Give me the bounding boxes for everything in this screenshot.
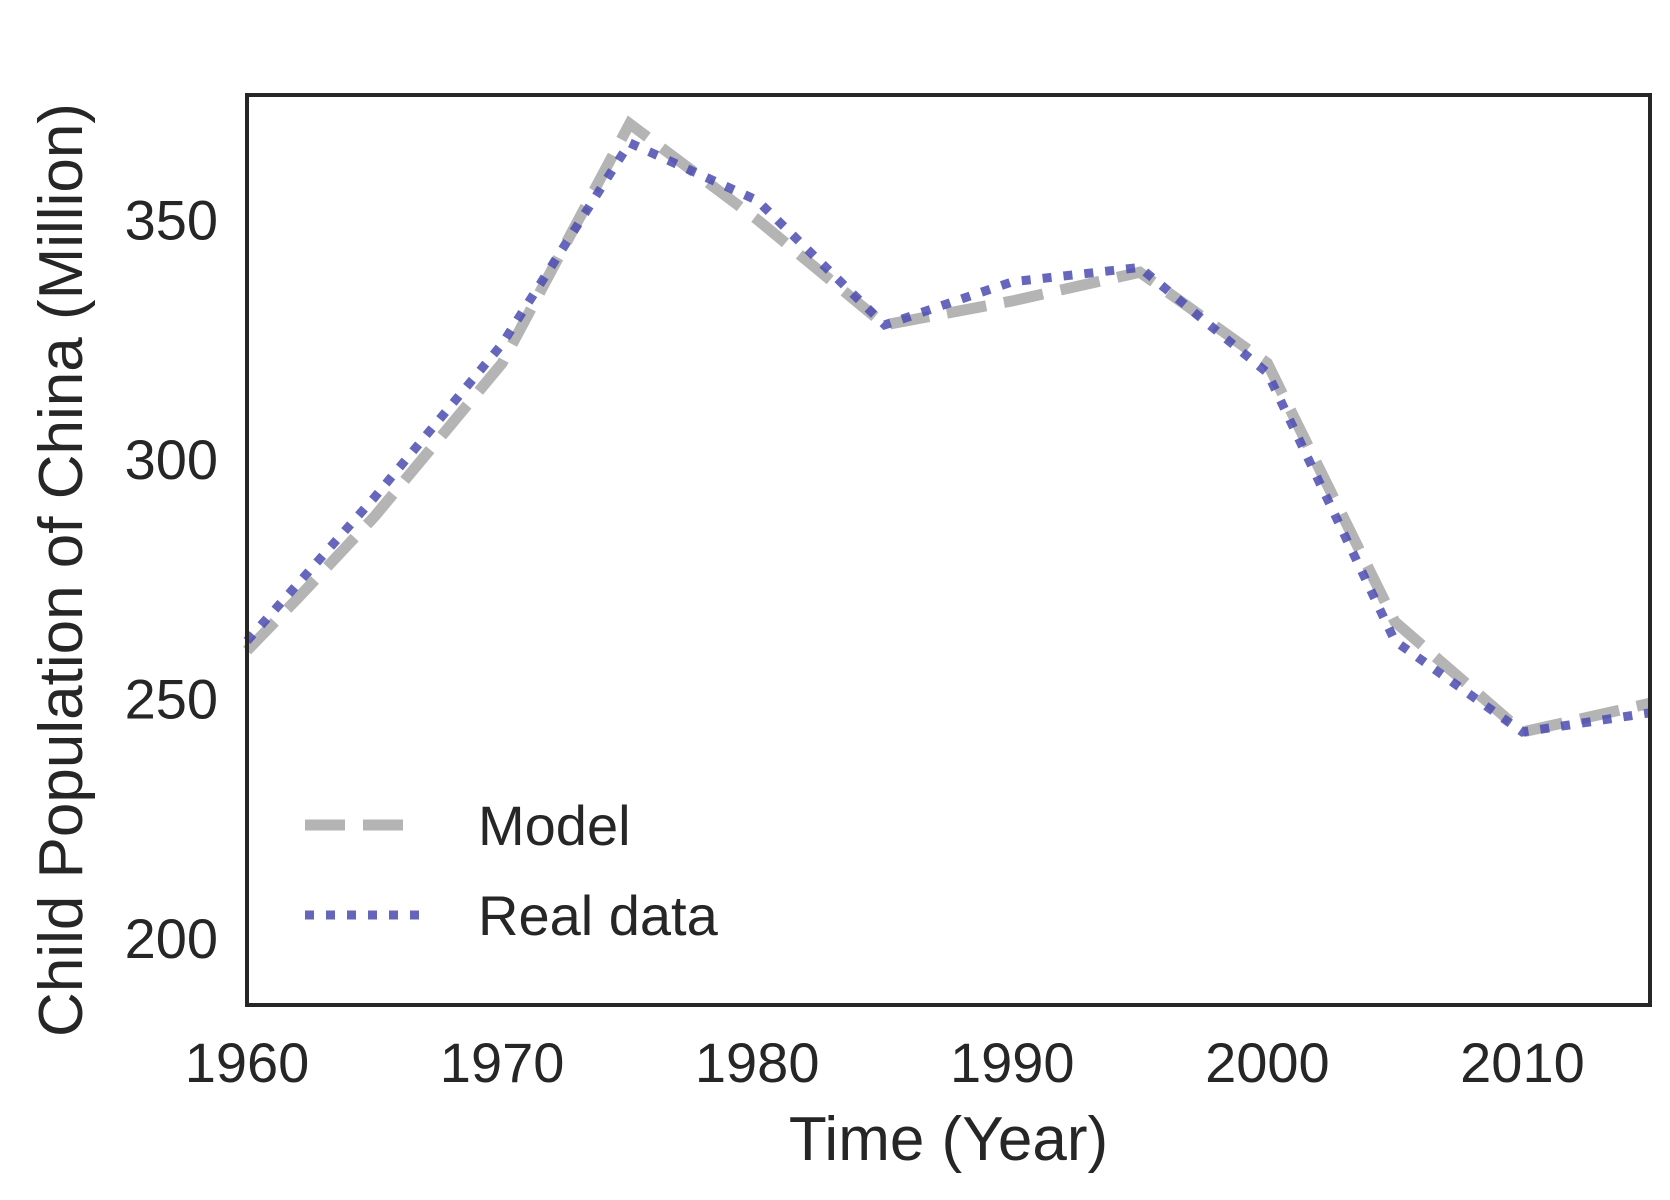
y-tick-labels: 200 250 300 350 xyxy=(125,189,218,970)
x-axis-label: Time (Year) xyxy=(789,1105,1108,1174)
x-tick-labels: 1960 1970 1980 1990 2000 2010 xyxy=(185,1031,1585,1094)
y-tick-label: 250 xyxy=(125,667,218,730)
legend: Model Real data xyxy=(305,794,719,947)
y-tick-label: 200 xyxy=(125,907,218,970)
y-tick-label: 350 xyxy=(125,189,218,252)
series-line-1 xyxy=(243,115,1652,738)
y-axis-label: Child Population of China (Million) xyxy=(27,103,96,1037)
series-line-2 xyxy=(243,137,1651,737)
x-tick-label: 1960 xyxy=(185,1031,310,1094)
x-tick-label: 1970 xyxy=(440,1031,565,1094)
x-tick-label: 1980 xyxy=(695,1031,820,1094)
x-tick-label: 2000 xyxy=(1205,1031,1330,1094)
x-tick-label: 1990 xyxy=(950,1031,1075,1094)
plot-frame xyxy=(245,93,1652,1007)
x-tick-label: 2010 xyxy=(1460,1031,1585,1094)
legend-label-1: Model xyxy=(478,794,631,857)
legend-label-2: Real data xyxy=(478,884,719,947)
series-layer xyxy=(243,115,1652,738)
y-tick-label: 300 xyxy=(125,428,218,491)
